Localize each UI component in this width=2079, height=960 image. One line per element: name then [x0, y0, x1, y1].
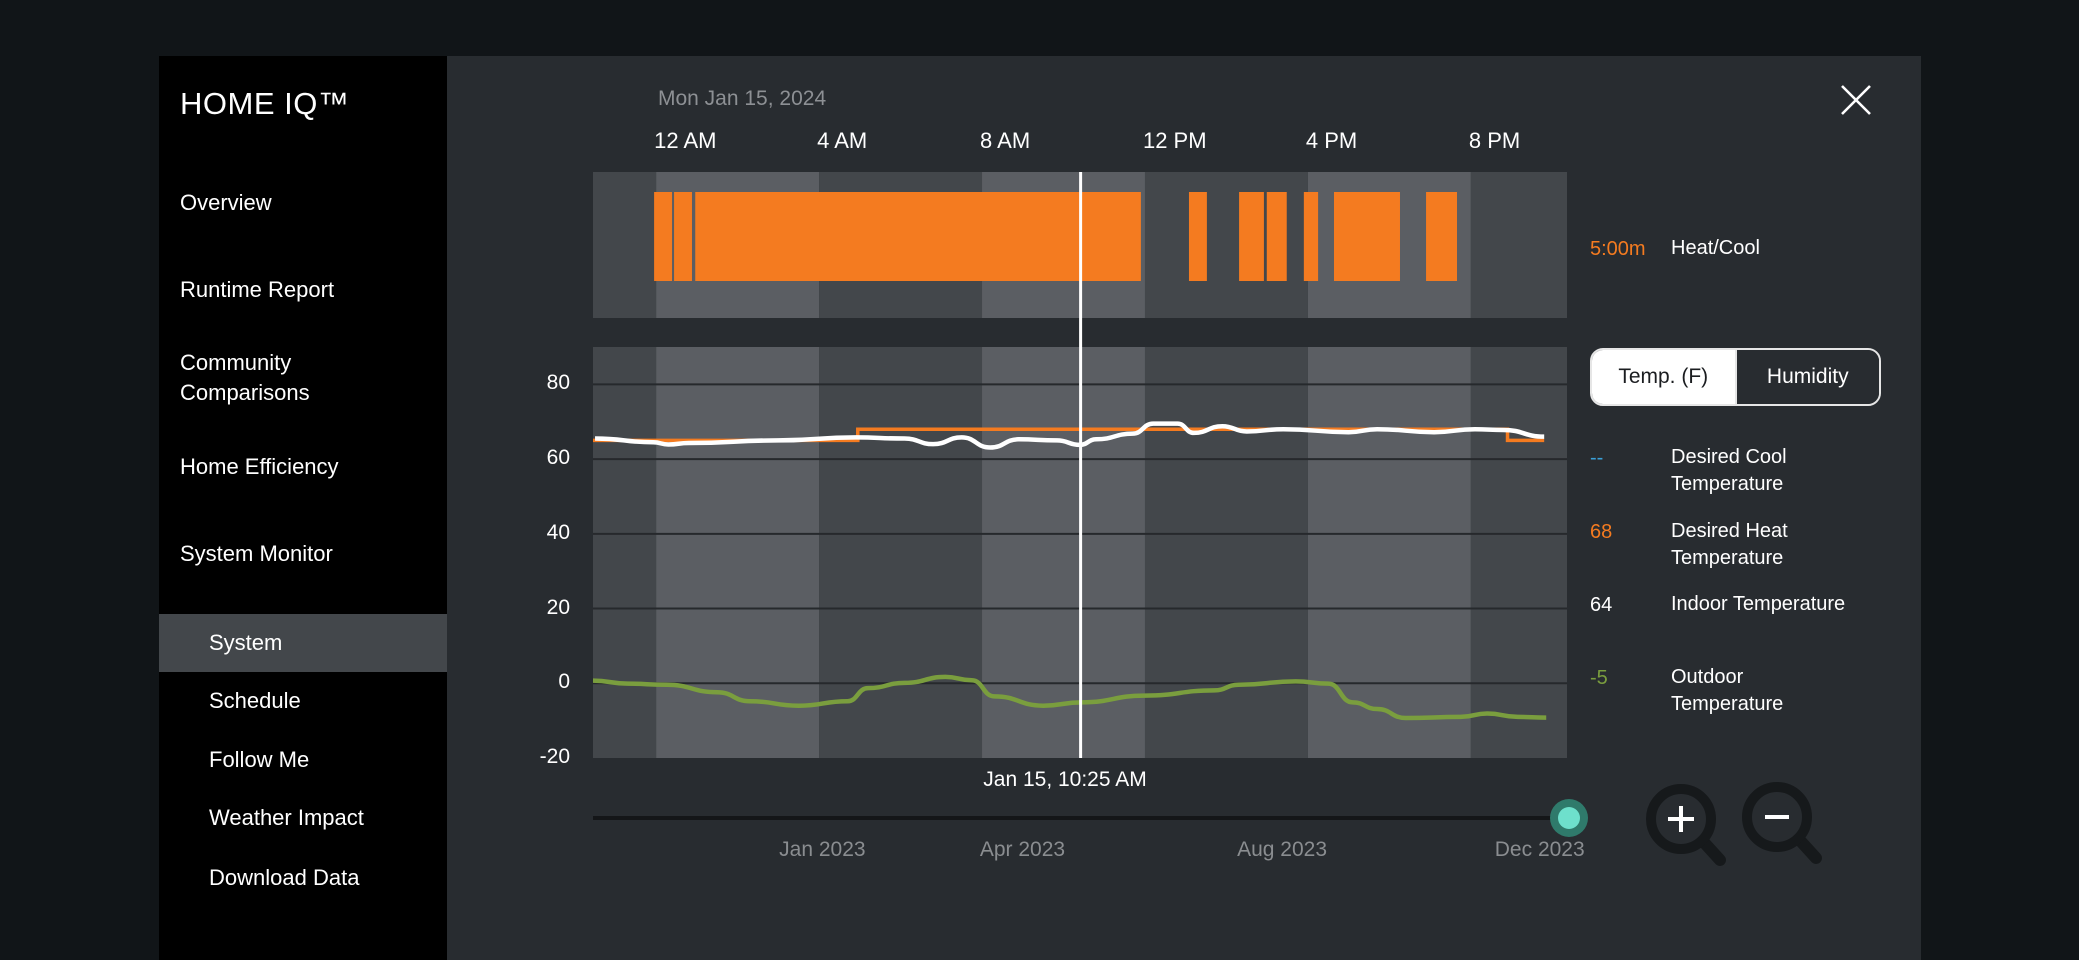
desired-cool-label: Desired Cool Temperature: [1671, 444, 1787, 498]
y-tick-label: 60: [546, 446, 570, 470]
y-tick-label: 40: [546, 520, 570, 544]
time-band: [1307, 347, 1471, 758]
indoor-temp-value: 64: [1590, 594, 1613, 616]
time-band: [1470, 347, 1567, 758]
desired-heat-label: Desired Heat Temperature: [1671, 518, 1788, 572]
runtime-bar: [1303, 192, 1319, 281]
legend-label-line: Temperature: [1671, 547, 1784, 569]
sidebar-subitem-download-data[interactable]: Download Data: [209, 865, 360, 890]
desired-heat-value: 68: [1590, 521, 1613, 543]
app-title: HOME IQ™: [180, 86, 350, 121]
zoom-out-button[interactable]: [1736, 776, 1826, 866]
time-band: [656, 347, 820, 758]
heat-cool-runtime-value: 5:00m: [1590, 238, 1646, 260]
toggle-temp[interactable]: Temp. (F): [1592, 350, 1735, 404]
y-tick-label: -20: [539, 745, 570, 768]
time-band: [593, 172, 657, 318]
sidebar-selected-highlight: [159, 614, 447, 672]
sidebar-subitem-weather-impact[interactable]: Weather Impact: [209, 805, 364, 830]
y-tick-label: 20: [546, 595, 570, 619]
sidebar-item-community-comparisons[interactable]: Community Comparisons: [180, 348, 310, 408]
toggle-humidity[interactable]: Humidity: [1734, 350, 1879, 404]
outdoor-temp-value: -5: [1590, 667, 1608, 689]
cursor-time-label: Jan 15, 10:25 AM: [983, 768, 1147, 791]
legend-label-line: Desired Cool: [1671, 446, 1787, 468]
sidebar: [159, 56, 447, 960]
sidebar-item-label: Comparisons: [180, 380, 310, 405]
timeline-month-label: Jan 2023: [779, 838, 866, 861]
runtime-bar: [1426, 192, 1458, 281]
zoom-out-icon: [1742, 782, 1822, 864]
time-band: [982, 347, 1145, 758]
legend-label-line: Outdoor: [1671, 666, 1744, 688]
time-tick-label: 8 PM: [1468, 128, 1521, 153]
timeline-month-label: Apr 2023: [979, 838, 1066, 861]
outdoor-temp-label: Outdoor Temperature: [1671, 664, 1783, 718]
timeline-handle-inner: [1558, 807, 1580, 829]
sidebar-item-system-monitor[interactable]: System Monitor: [180, 541, 333, 566]
time-tick-label: 12 AM: [654, 128, 717, 153]
sidebar-subitem-schedule[interactable]: Schedule: [209, 688, 301, 713]
runtime-bar: [1239, 192, 1264, 281]
indoor-temp-line: [595, 421, 1545, 450]
time-tick-label: 12 PM: [1142, 128, 1207, 153]
zoom-in-icon: [1646, 784, 1726, 866]
sidebar-item-overview[interactable]: Overview: [180, 190, 272, 215]
time-tick-label: 4 PM: [1305, 128, 1358, 153]
timeline-month-label: Aug 2023: [1237, 838, 1328, 861]
runtime-bar: [674, 192, 692, 281]
legend-label-line: Temperature: [1671, 693, 1784, 715]
close-button[interactable]: [1840, 84, 1872, 116]
time-band: [1470, 172, 1567, 318]
metric-toggle[interactable]: Temp. (F) Humidity: [1590, 348, 1881, 406]
sidebar-subitem-follow-me[interactable]: Follow Me: [209, 747, 310, 772]
time-band: [593, 347, 657, 758]
selected-date: Mon Jan 15, 2024: [658, 87, 827, 110]
zoom-in-button[interactable]: [1640, 778, 1730, 868]
timeline-month-label: Dec 2023: [1494, 838, 1585, 861]
y-tick-label: 80: [546, 371, 570, 395]
time-tick-label: 4 AM: [817, 128, 868, 153]
time-band: [819, 347, 983, 758]
runtime-bar: [654, 192, 673, 281]
y-tick-label: 0: [558, 670, 570, 694]
runtime-bar: [1333, 192, 1400, 281]
legend-label-line: Desired Heat: [1671, 520, 1788, 542]
sidebar-item-runtime-report[interactable]: Runtime Report: [180, 277, 335, 302]
sidebar-item-label: Community: [180, 350, 292, 375]
sidebar-item-home-efficiency[interactable]: Home Efficiency: [180, 454, 339, 479]
runtime-bar: [1266, 192, 1287, 281]
sidebar-subitem-system[interactable]: System: [209, 630, 283, 655]
desired-cool-value: --: [1590, 447, 1604, 469]
runtime-bar: [1188, 192, 1207, 281]
runtime-bar: [695, 192, 1141, 281]
outdoor-temp-line: [592, 674, 1547, 721]
heat-cool-label: Heat/Cool: [1671, 237, 1760, 259]
close-icon: [1841, 85, 1871, 115]
time-tick-label: 8 AM: [980, 128, 1031, 153]
legend-label-line: Temperature: [1671, 473, 1784, 495]
indoor-temp-label: Indoor Temperature: [1671, 593, 1846, 615]
